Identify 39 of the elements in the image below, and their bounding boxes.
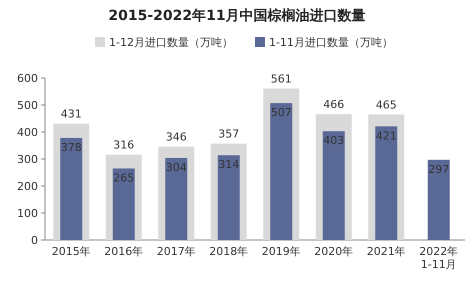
bar (322, 131, 345, 240)
x-tick-label: 2018年 (209, 245, 248, 258)
bar (428, 160, 450, 240)
bar (112, 168, 135, 240)
data-label: 297 (428, 162, 450, 176)
x-tick-label: 2016年 (104, 245, 144, 258)
chart-title: 2015-2022年11月中国棕榈油进口数量 (108, 7, 366, 24)
data-label: 316 (113, 138, 134, 152)
x-tick-label: 2022年 1-11月 (419, 245, 458, 271)
data-label: 561 (270, 72, 292, 86)
bar (375, 126, 398, 240)
bar (60, 138, 82, 240)
data-label: 378 (60, 140, 82, 154)
x-tick-label: 2020年 (314, 245, 354, 258)
data-label: 421 (376, 129, 397, 142)
x-tick-label: 2021年 (366, 245, 406, 258)
data-label: 465 (376, 98, 397, 112)
data-label: 431 (60, 108, 82, 121)
y-tick-label: 500 (17, 99, 38, 112)
data-label: 304 (166, 160, 187, 174)
x-tick-label: 2017年 (156, 245, 196, 258)
data-label: 265 (113, 171, 134, 184)
bar (218, 155, 240, 240)
data-label: 466 (323, 98, 344, 112)
data-label: 346 (166, 130, 187, 144)
x-tick-label: 2019年 (262, 245, 301, 258)
y-tick-label: 400 (17, 126, 38, 139)
y-tick-label: 0 (31, 234, 38, 247)
data-label: 357 (218, 128, 240, 141)
x-tick-label: 2015年 (52, 245, 91, 258)
data-label: 507 (270, 106, 292, 120)
y-tick-label: 600 (17, 72, 38, 85)
data-label: 403 (323, 134, 344, 148)
bar (165, 158, 188, 240)
y-tick-label: 300 (17, 153, 38, 166)
y-tick-label: 100 (17, 207, 38, 220)
data-label: 314 (218, 158, 240, 172)
y-tick-label: 200 (17, 180, 38, 193)
bar (270, 103, 292, 240)
